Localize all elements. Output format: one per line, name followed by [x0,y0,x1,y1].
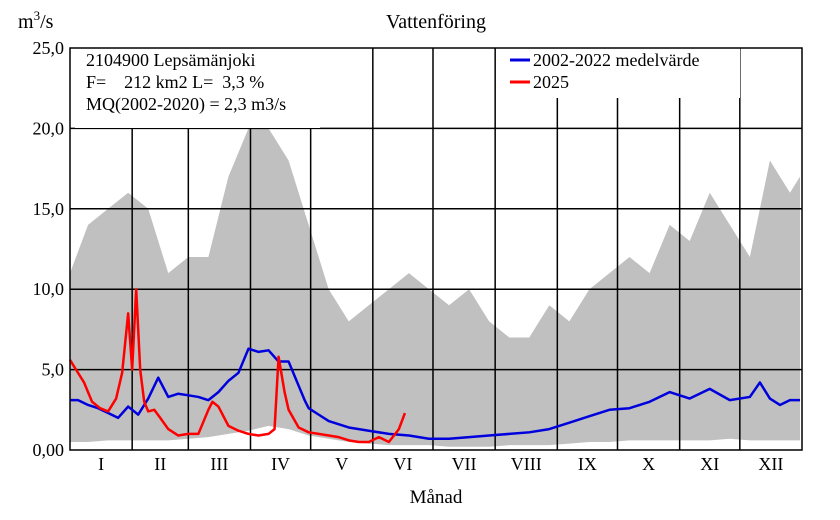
legend-label-2025: 2025 [533,72,569,92]
info-box: 2104900 Lepsämänjoki F= 212 km2 L= 3,3 %… [75,48,320,128]
y-tick-label: 5,0 [42,360,65,380]
legend-background [500,48,740,98]
series-line-mean [70,347,800,440]
y-tick-label: 20,0 [33,118,65,138]
month-tick-label: III [210,454,228,474]
month-tick-label: I [98,454,104,474]
month-tick-label: XII [758,454,783,474]
month-tick-label: IV [271,454,290,474]
month-tick-label: X [642,454,655,474]
month-tick-label: VI [393,454,412,474]
grid-layer [70,48,802,450]
y-axis-label-base: m [18,11,34,33]
month-tick-label: IX [578,454,597,474]
y-axis-label: m3/s [18,8,54,33]
y-tick-label: 0,00 [33,440,65,460]
y-tick-label: 25,0 [33,38,65,58]
series-layer [68,287,800,444]
month-tick-label: VII [452,454,477,474]
legend-label-mean: 2002-2022 medelvärde [533,50,699,70]
tick-label-layer: 0,005,010,015,020,025,0I II III IV V VI VII VII… [33,38,784,474]
info-box-background [75,48,320,128]
legend: 2002-2022 medelvärde 2025 [500,48,740,98]
mq-label: MQ(2002-2020) = 2,3 m3/s [86,94,286,115]
y-tick-label: 10,0 [33,279,65,299]
month-tick-label: II [154,454,166,474]
chart-title: Vattenföring [386,11,486,33]
plot-frame [69,47,803,451]
y-tick-label: 15,0 [33,199,65,219]
station-label: 2104900 Lepsämänjoki [86,50,255,70]
series-line-2025 [68,287,407,444]
month-tick-label: VIII [511,454,542,474]
y-axis-label-tail: /s [40,11,54,33]
month-tick-label: XI [700,454,719,474]
area-label: F= 212 km2 L= 3,3 % [86,72,264,92]
y-axis-label-sup: 3 [34,8,41,23]
x-axis-label: Månad [410,487,463,508]
month-tick-label: V [335,454,348,474]
